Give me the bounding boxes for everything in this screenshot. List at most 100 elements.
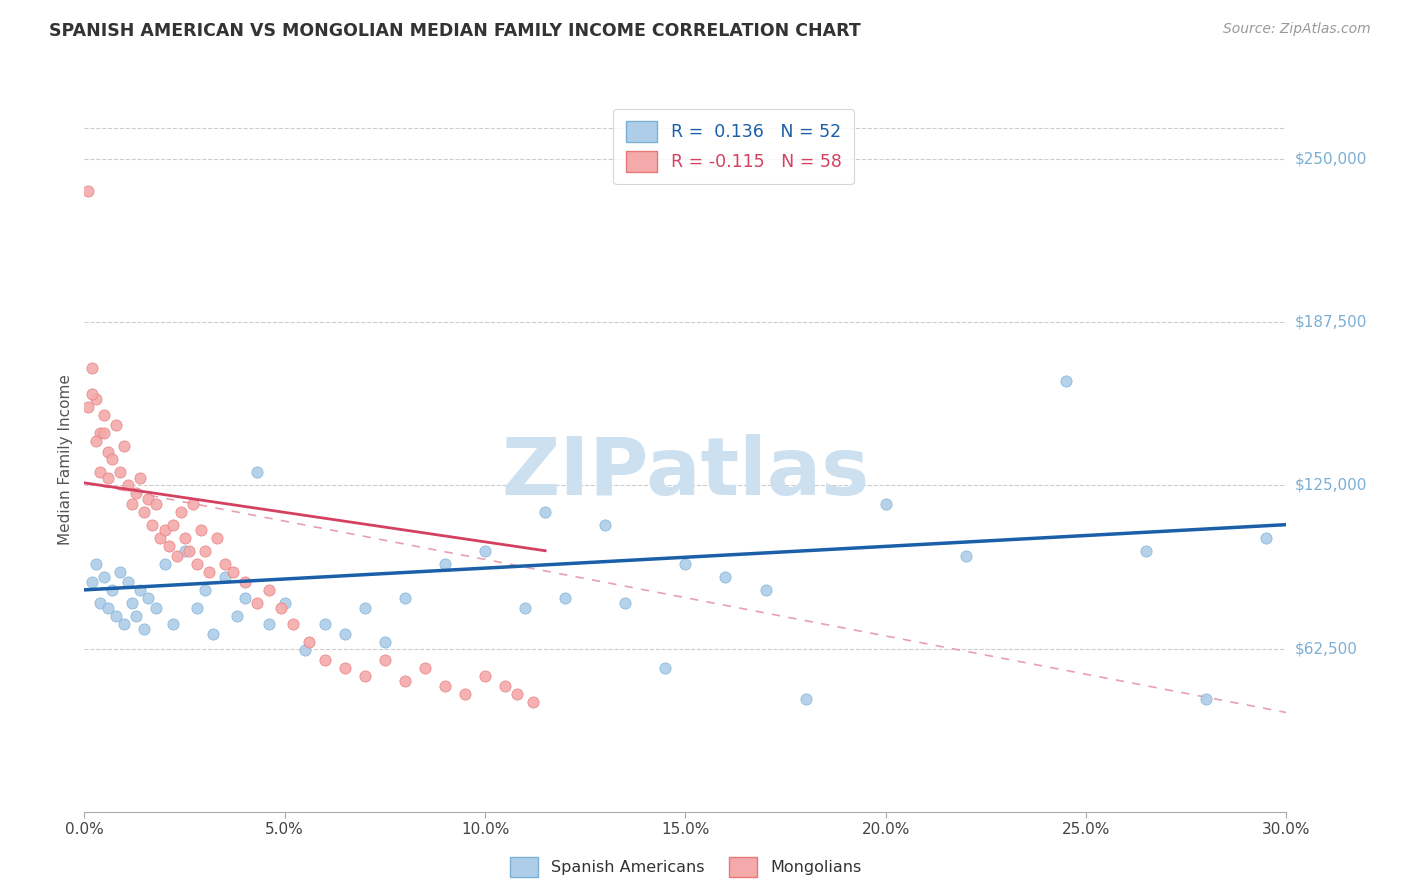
Point	[354, 669, 377, 683]
Point	[129, 470, 152, 484]
Point	[1135, 543, 1157, 558]
Point	[97, 444, 120, 458]
Point	[138, 591, 160, 605]
Point	[177, 543, 200, 558]
Point	[153, 523, 176, 537]
Point	[82, 387, 104, 401]
Point	[145, 601, 167, 615]
Point	[794, 692, 817, 706]
Point	[105, 418, 128, 433]
Point	[221, 565, 243, 579]
Point	[166, 549, 188, 563]
Point	[169, 505, 191, 519]
Point	[149, 531, 172, 545]
Point	[125, 486, 148, 500]
Point	[270, 601, 292, 615]
Point	[201, 627, 224, 641]
Point	[454, 687, 477, 701]
Point	[121, 497, 143, 511]
Point	[257, 616, 280, 631]
Point	[333, 661, 356, 675]
Point	[675, 557, 697, 571]
Point	[101, 582, 124, 597]
Point	[214, 557, 236, 571]
Point	[110, 466, 132, 480]
Point	[281, 616, 304, 631]
Point	[86, 392, 108, 407]
Text: $62,500: $62,500	[1295, 641, 1358, 657]
Point	[121, 596, 143, 610]
Point	[214, 570, 236, 584]
Point	[225, 609, 247, 624]
Point	[875, 497, 897, 511]
Point	[246, 596, 269, 610]
Point	[129, 582, 152, 597]
Point	[374, 635, 396, 649]
Point	[89, 426, 111, 441]
Point	[97, 601, 120, 615]
Point	[333, 627, 356, 641]
Point	[101, 452, 124, 467]
Point	[110, 565, 132, 579]
Point	[274, 596, 297, 610]
Legend: Spanish Americans, Mongolians: Spanish Americans, Mongolians	[502, 849, 869, 885]
Point	[89, 466, 111, 480]
Point	[205, 531, 228, 545]
Point	[125, 609, 148, 624]
Point	[77, 400, 100, 414]
Point	[153, 557, 176, 571]
Point	[1256, 531, 1278, 545]
Point	[554, 591, 576, 605]
Point	[534, 505, 557, 519]
Point	[197, 565, 219, 579]
Point	[117, 478, 139, 492]
Point	[1195, 692, 1218, 706]
Point	[97, 470, 120, 484]
Point	[89, 596, 111, 610]
Point	[755, 582, 778, 597]
Point	[173, 543, 195, 558]
Point	[413, 661, 436, 675]
Point	[77, 184, 100, 198]
Text: $187,500: $187,500	[1295, 315, 1367, 330]
Point	[233, 591, 256, 605]
Text: ZIPatlas: ZIPatlas	[502, 434, 869, 513]
Point	[86, 434, 108, 449]
Point	[134, 505, 156, 519]
Text: $250,000: $250,000	[1295, 152, 1367, 167]
Point	[162, 517, 184, 532]
Point	[246, 466, 269, 480]
Point	[93, 570, 115, 584]
Point	[93, 426, 115, 441]
Point	[614, 596, 637, 610]
Point	[374, 653, 396, 667]
Point	[93, 408, 115, 422]
Point	[114, 439, 135, 453]
Point	[354, 601, 377, 615]
Point	[654, 661, 676, 675]
Point	[233, 575, 256, 590]
Point	[157, 539, 180, 553]
Point	[134, 622, 156, 636]
Point	[145, 497, 167, 511]
Point	[474, 543, 496, 558]
Point	[186, 557, 208, 571]
Point	[82, 575, 104, 590]
Point	[181, 497, 204, 511]
Text: SPANISH AMERICAN VS MONGOLIAN MEDIAN FAMILY INCOME CORRELATION CHART: SPANISH AMERICAN VS MONGOLIAN MEDIAN FAM…	[49, 22, 860, 40]
Point	[86, 557, 108, 571]
Point	[314, 653, 336, 667]
Point	[82, 361, 104, 376]
Point	[173, 531, 195, 545]
Point	[394, 674, 416, 689]
Point	[595, 517, 617, 532]
Point	[394, 591, 416, 605]
Point	[298, 635, 321, 649]
Point	[257, 582, 280, 597]
Point	[162, 616, 184, 631]
Point	[294, 643, 316, 657]
Point	[494, 680, 516, 694]
Point	[117, 575, 139, 590]
Point	[186, 601, 208, 615]
Point	[141, 517, 163, 532]
